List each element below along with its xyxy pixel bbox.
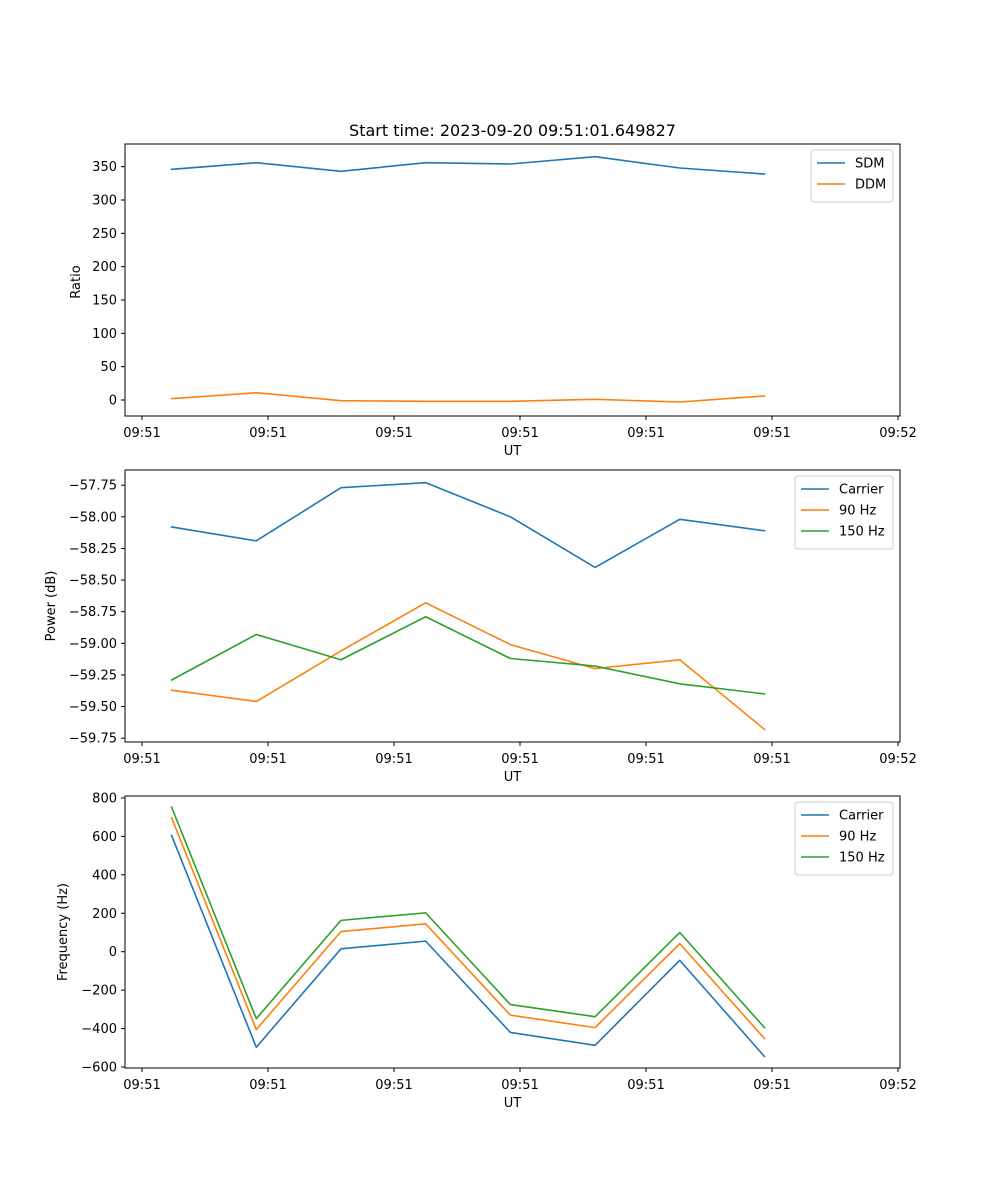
power-x-tick-label: 09:51 [249, 752, 286, 767]
frequency-y-tick-label: −200 [81, 984, 117, 999]
frequency-x-tick-label: 09:51 [375, 1078, 412, 1093]
power-x-tick-label: 09:51 [753, 752, 790, 767]
frequency-x-tick-label: 09:51 [501, 1078, 538, 1093]
power-y-tick-label: −58.50 [69, 574, 117, 589]
frequency-y-tick-label: 600 [92, 830, 117, 845]
frequency-y-tick-label: 800 [92, 791, 117, 806]
frequency-x-tick-label: 09:51 [249, 1078, 286, 1093]
ratio-y-tick-label: 100 [92, 327, 117, 342]
ratio-x-tick-label: 09:51 [501, 426, 538, 441]
ratio-legend-label-ddm: DDM [855, 178, 886, 193]
ratio-x-axis-label: UT [504, 444, 522, 459]
frequency-y-tick-label: −600 [81, 1061, 117, 1076]
power-legend-label-carrier: Carrier [839, 483, 884, 498]
power-y-axis-label: Power (dB) [44, 571, 59, 642]
ratio-chart: 09:51 09:51 09:51 09:51 09:51 09:51 09:52 0 50 10… [69, 143, 917, 459]
power-y-tick-label: −58.25 [69, 542, 117, 557]
power-axes-frame [124, 469, 901, 743]
frequency-y-tick-label: 400 [92, 868, 117, 883]
ratio-axes-frame [124, 143, 901, 417]
ratio-legend: SDM DDM [810, 149, 894, 203]
frequency-y-axis-label: Frequency (Hz) [56, 883, 71, 981]
power-y-tick-label: −58.00 [69, 510, 117, 525]
frequency-x-tick-label: 09:51 [123, 1078, 160, 1093]
power-series-90-hz-line [170, 602, 766, 731]
figure-title: Start time: 2023-09-20 09:51:01.649827 [349, 121, 676, 140]
power-legend-label-150-hz: 150 Hz [839, 525, 885, 540]
power-x-axis-label: UT [504, 770, 522, 785]
ratio-x-tick-label: 09:51 [123, 426, 160, 441]
frequency-series-90-hz-line [170, 816, 766, 1040]
power-y-tick-label: −59.00 [69, 637, 117, 652]
power-x-tick-label: 09:52 [879, 752, 916, 767]
power-x-tick-label: 09:51 [627, 752, 664, 767]
frequency-chart: 09:51 09:51 09:51 09:51 09:51 09:51 09:52 800 60… [56, 791, 917, 1111]
frequency-x-tick-label: 09:52 [879, 1078, 916, 1093]
frequency-series-150-hz-line [170, 806, 766, 1029]
ratio-y-tick-label: 150 [92, 294, 117, 309]
ratio-y-tick-label: 0 [109, 394, 117, 409]
power-x-tick-label: 09:51 [501, 752, 538, 767]
frequency-x-tick-label: 09:51 [753, 1078, 790, 1093]
frequency-legend-label-carrier: Carrier [839, 809, 884, 824]
ratio-y-axis-label: Ratio [69, 265, 84, 298]
ratio-x-tick-label: 09:51 [375, 426, 412, 441]
frequency-x-axis-label: UT [504, 1096, 522, 1111]
power-chart: 09:51 09:51 09:51 09:51 09:51 09:51 09:52 −57.7… [44, 469, 917, 785]
ratio-x-tick-label: 09:51 [249, 426, 286, 441]
power-series-150-hz-line [170, 615, 766, 695]
frequency-y-tick-label: −400 [81, 1022, 117, 1037]
frequency-y-tick-label: 200 [92, 907, 117, 922]
ratio-x-tick-label: 09:51 [753, 426, 790, 441]
frequency-legend-label-150-hz: 150 Hz [839, 851, 885, 866]
frequency-y-tick-label: 0 [109, 945, 117, 960]
ratio-y-tick-label: 50 [100, 360, 117, 375]
ratio-y-tick-label: 350 [92, 160, 117, 175]
power-x-tick-label: 09:51 [375, 752, 412, 767]
ratio-x-tick-label: 09:52 [879, 426, 916, 441]
power-x-tick-label: 09:51 [123, 752, 160, 767]
frequency-x-tick-label: 09:51 [627, 1078, 664, 1093]
frequency-legend: Carrier 90 Hz 150 Hz [794, 801, 894, 876]
ratio-legend-label-sdm: SDM [855, 157, 884, 172]
power-y-tick-label: −59.25 [69, 668, 117, 683]
power-y-tick-label: −57.75 [69, 479, 117, 494]
ratio-y-tick-label: 300 [92, 194, 117, 209]
ratio-series-ddm-line [170, 391, 766, 403]
ratio-series-sdm-line [170, 155, 766, 175]
power-legend-label-90-hz: 90 Hz [839, 504, 876, 519]
power-y-tick-label: −59.50 [69, 700, 117, 715]
power-series-carrier-line [170, 481, 766, 569]
frequency-legend-label-90-hz: 90 Hz [839, 830, 876, 845]
ratio-x-tick-label: 09:51 [627, 426, 664, 441]
power-legend: Carrier 90 Hz 150 Hz [794, 475, 894, 550]
power-y-tick-label: −58.75 [69, 605, 117, 620]
frequency-series-carrier-line [170, 834, 766, 1058]
ratio-y-tick-label: 200 [92, 260, 117, 275]
ratio-y-tick-label: 250 [92, 227, 117, 242]
power-y-tick-label: −59.75 [69, 732, 117, 747]
frequency-axes-frame [124, 795, 901, 1069]
